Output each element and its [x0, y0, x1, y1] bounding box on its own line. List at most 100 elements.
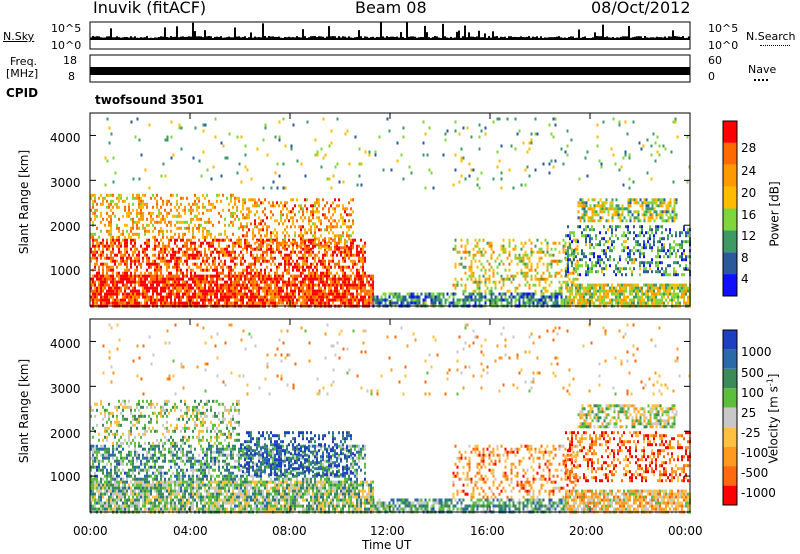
power-cell — [306, 274, 308, 278]
power-cell — [144, 271, 146, 275]
power-cell — [266, 250, 268, 254]
power-cell — [647, 301, 649, 305]
power-cell — [502, 262, 505, 266]
power-cell — [336, 289, 338, 293]
power-cell — [474, 238, 477, 242]
power-cell — [104, 256, 106, 260]
power-cell — [478, 277, 481, 281]
power-cell — [260, 222, 262, 226]
nsky-bar — [114, 37, 116, 40]
power-cell — [631, 298, 633, 302]
power-cell — [132, 217, 134, 221]
power-cell — [298, 286, 300, 290]
nsky-bar — [150, 37, 152, 40]
power-cell — [410, 301, 413, 305]
power-cell — [110, 253, 112, 257]
power-cell — [633, 252, 635, 256]
power-cell — [230, 280, 232, 284]
power-cell — [587, 267, 589, 271]
power-cell — [613, 210, 616, 214]
power-cell — [288, 301, 290, 305]
power-cell — [342, 298, 344, 302]
power-cell — [138, 256, 140, 260]
power-cell — [506, 256, 509, 260]
power-cell — [192, 277, 194, 281]
power-cell — [212, 259, 214, 263]
power-cell — [164, 283, 166, 287]
power-cell — [364, 256, 366, 260]
power-cell — [282, 295, 284, 299]
power-cell — [605, 207, 608, 211]
power-cell — [657, 261, 659, 265]
power-cell — [270, 262, 272, 266]
power-cell — [216, 301, 218, 305]
power-cell — [282, 280, 284, 284]
power-cell — [206, 277, 208, 281]
power-cell — [124, 241, 126, 245]
power-cell — [675, 270, 677, 274]
power-cell — [176, 286, 178, 290]
power-cell — [567, 283, 569, 287]
power-cell — [673, 261, 675, 265]
power-cell — [160, 196, 162, 200]
power-cell — [308, 222, 310, 226]
power-cell — [609, 258, 611, 262]
power-cell — [162, 214, 164, 218]
power-cell — [308, 240, 310, 244]
power-cell — [168, 277, 170, 281]
nsky-bar — [392, 36, 394, 40]
power-cell — [224, 238, 226, 242]
power-cell — [152, 217, 154, 221]
power-cell — [108, 292, 110, 296]
power-cell — [150, 298, 152, 302]
power-cell — [286, 259, 288, 263]
power-cell — [174, 223, 176, 227]
power-cell — [571, 298, 573, 302]
power-cell — [180, 298, 182, 302]
power-cell — [294, 301, 296, 305]
power-cell — [102, 247, 104, 251]
power-cell — [595, 237, 597, 241]
power-cell — [581, 298, 583, 302]
nsky-bar — [548, 37, 550, 40]
power-cell — [356, 283, 358, 287]
power-cell — [380, 301, 383, 305]
power-cell — [220, 238, 222, 242]
power-cell — [611, 249, 613, 253]
power-cell — [312, 295, 314, 299]
power-cell — [482, 247, 485, 251]
power-cell — [220, 292, 222, 296]
power-cell — [502, 247, 505, 251]
power-cell — [172, 265, 174, 269]
power-cell — [625, 295, 627, 299]
power-cell — [138, 205, 140, 209]
power-cell — [250, 210, 252, 214]
power-cell — [466, 298, 469, 302]
power-cell — [346, 295, 348, 299]
power-cell — [318, 246, 320, 250]
power-cell — [262, 259, 264, 263]
power-cell — [272, 250, 274, 254]
power-cell — [605, 283, 607, 287]
power-cell — [258, 286, 260, 290]
power-cell — [326, 298, 328, 302]
power-cell — [108, 214, 110, 218]
power-cell — [324, 274, 326, 278]
power-cell — [639, 225, 641, 229]
power-cell — [190, 208, 192, 212]
power-cell — [204, 283, 206, 287]
power-cell — [254, 198, 256, 202]
power-cell — [302, 298, 304, 302]
power-cell — [122, 214, 124, 218]
power-cell — [685, 255, 687, 259]
power-cell — [544, 298, 547, 302]
power-cell — [254, 295, 256, 299]
power-cell — [416, 295, 419, 299]
power-cell — [220, 289, 222, 293]
power-cell — [150, 262, 152, 266]
power-cell — [589, 246, 591, 250]
nsky-bar — [596, 36, 598, 40]
power-cell — [142, 289, 144, 293]
power-cell — [250, 298, 252, 302]
nsky-bar — [608, 37, 610, 40]
